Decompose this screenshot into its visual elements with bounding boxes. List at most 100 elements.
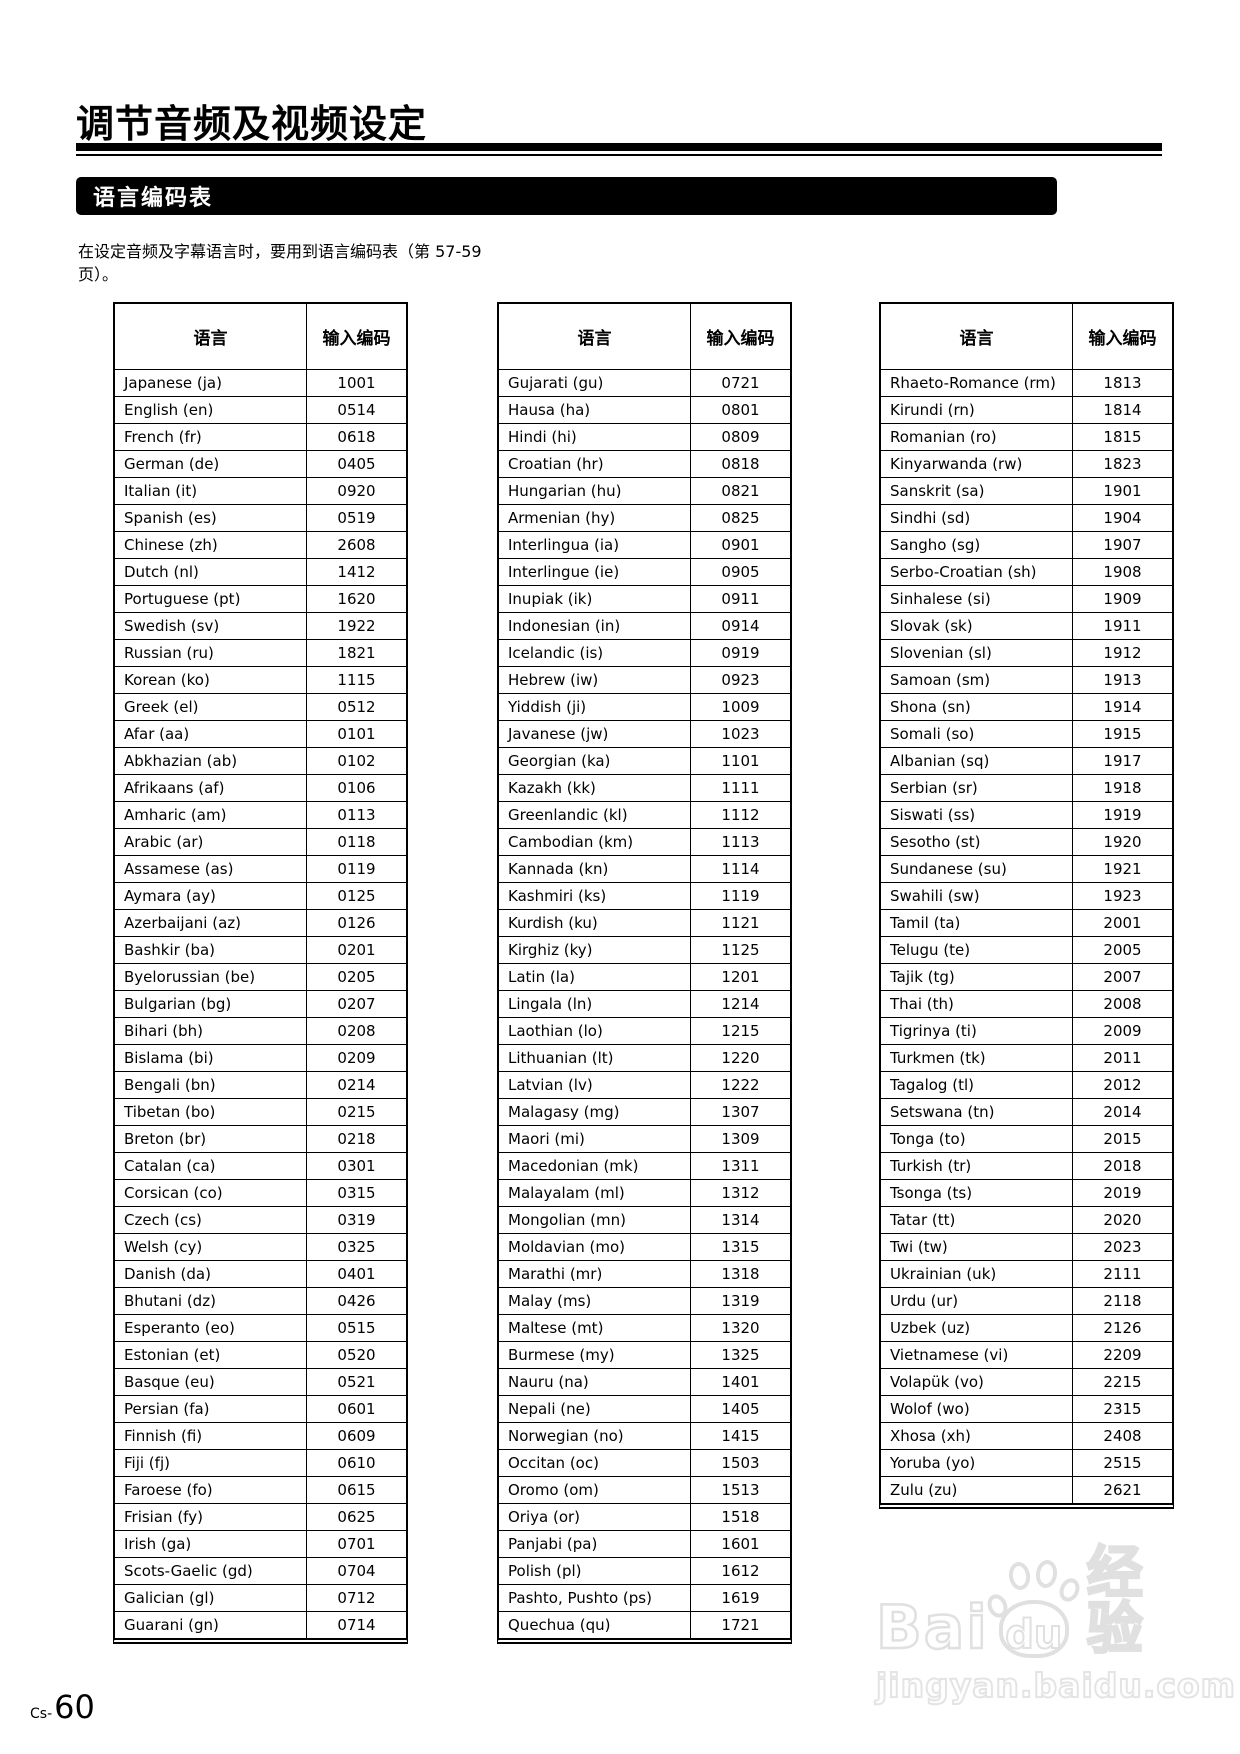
code-cell: 0119 [307, 856, 406, 883]
code-cell: 0615 [307, 1477, 406, 1504]
table-row: Thai (th) 2008 [881, 991, 1172, 1018]
table-row: Gujarati (gu) 0721 [499, 370, 790, 397]
table-row: Maori (mi) 1309 [499, 1126, 790, 1153]
code-cell: 2118 [1073, 1288, 1172, 1315]
page-number-prefix: Cs- [30, 1706, 53, 1722]
table-row: Georgian (ka) 1101 [499, 748, 790, 775]
code-cell: 1915 [1073, 721, 1172, 748]
table-row: Serbian (sr) 1918 [881, 775, 1172, 802]
table-row: Malayalam (ml) 1312 [499, 1180, 790, 1207]
code-cell: 0207 [307, 991, 406, 1018]
code-cell: 1121 [691, 910, 790, 937]
language-cell: Pashto, Pushto (ps) [499, 1585, 691, 1612]
code-cell: 1815 [1073, 424, 1172, 451]
language-cell: Polish (pl) [499, 1558, 691, 1585]
language-cell: Latin (la) [499, 964, 691, 991]
table-row: Turkmen (tk) 2011 [881, 1045, 1172, 1072]
language-cell: Yiddish (ji) [499, 694, 691, 721]
paw-toe [1055, 1575, 1083, 1605]
table-row: Aymara (ay) 0125 [115, 883, 406, 910]
paw-toe [1006, 1560, 1032, 1592]
code-cell: 2621 [1103, 1481, 1142, 1499]
language-cell: Kurdish (ku) [499, 910, 691, 937]
code-cell: 2111 [1073, 1261, 1172, 1288]
language-cell: Sinhalese (si) [881, 586, 1073, 613]
language-cell: Kashmiri (ks) [499, 883, 691, 910]
code-cell: 0519 [307, 505, 406, 532]
code-cell: 0520 [307, 1342, 406, 1369]
language-cell: Hungarian (hu) [499, 478, 691, 505]
code-cell: 0426 [307, 1288, 406, 1315]
language-cell: Bihari (bh) [115, 1018, 307, 1045]
code-cell: 0218 [307, 1126, 406, 1153]
language-cell: Arabic (ar) [115, 829, 307, 856]
table-row: Hebrew (iw) 0923 [499, 667, 790, 694]
code-cell: 1307 [691, 1099, 790, 1126]
code-cell: 1909 [1073, 586, 1172, 613]
code-cell: 0610 [307, 1450, 406, 1477]
language-cell: Quechua (qu) [499, 1612, 691, 1638]
code-cell: 1405 [691, 1396, 790, 1423]
language-cell: Turkish (tr) [881, 1153, 1073, 1180]
code-cell: 0209 [307, 1045, 406, 1072]
language-cell: Basque (eu) [115, 1369, 307, 1396]
language-cell: Latvian (lv) [499, 1072, 691, 1099]
table-row: Greenlandic (kl) 1112 [499, 802, 790, 829]
table-row: Slovenian (sl) 1912 [881, 640, 1172, 667]
table-row: Greek (el) 0512 [115, 694, 406, 721]
code-cell: 1913 [1073, 667, 1172, 694]
table-row: Sangho (sg) 1907 [881, 532, 1172, 559]
table-row: Japanese (ja) 1001 [115, 370, 406, 397]
table-row: Shona (sn) 1914 [881, 694, 1172, 721]
code-cell: 1912 [1073, 640, 1172, 667]
language-cell: Zulu (zu) [881, 1477, 1073, 1503]
page-number-value: 60 [54, 1688, 95, 1726]
table-row: Galician (gl) 0712 [115, 1585, 406, 1612]
code-cell: 1721 [721, 1616, 760, 1634]
table-header-row: 语言 输入编码 [499, 304, 790, 370]
language-cell: Shona (sn) [881, 694, 1073, 721]
language-cell: Bhutani (dz) [115, 1288, 307, 1315]
table-row: Maltese (mt) 1320 [499, 1315, 790, 1342]
language-cell: Corsican (co) [115, 1180, 307, 1207]
language-cell: Hindi (hi) [499, 424, 691, 451]
table-row: Azerbaijani (az) 0126 [115, 910, 406, 937]
language-cell: Faroese (fo) [115, 1477, 307, 1504]
language-cell: Sesotho (st) [881, 829, 1073, 856]
table-row: Sundanese (su) 1921 [881, 856, 1172, 883]
table-row: English (en) 0514 [115, 397, 406, 424]
table-row: Wolof (wo) 2315 [881, 1396, 1172, 1423]
code-cell: 0514 [307, 397, 406, 424]
code-cell: 1319 [691, 1288, 790, 1315]
table-row: Serbo-Croatian (sh) 1908 [881, 559, 1172, 586]
baidu-logo-bai-text: Bai [875, 1593, 989, 1663]
code-cell: 1113 [691, 829, 790, 856]
table-row: Russian (ru) 1821 [115, 640, 406, 667]
table-row: Esperanto (eo) 0515 [115, 1315, 406, 1342]
code-cell: 0515 [307, 1315, 406, 1342]
table-row: Vietnamese (vi) 2209 [881, 1342, 1172, 1369]
code-cell: 1111 [691, 775, 790, 802]
language-cell: Amharic (am) [115, 802, 307, 829]
language-cell: Esperanto (eo) [115, 1315, 307, 1342]
table-row: Tsonga (ts) 2019 [881, 1180, 1172, 1207]
language-cell: Malayalam (ml) [499, 1180, 691, 1207]
language-cell: Slovak (sk) [881, 613, 1073, 640]
language-cell: Icelandic (is) [499, 640, 691, 667]
language-cell: Setswana (tn) [881, 1099, 1073, 1126]
language-cell: Aymara (ay) [115, 883, 307, 910]
language-cell: Chinese (zh) [115, 532, 307, 559]
table-row: Turkish (tr) 2018 [881, 1153, 1172, 1180]
table-row: Finnish (fi) 0609 [115, 1423, 406, 1450]
table-row: Lingala (ln) 1214 [499, 991, 790, 1018]
intro-line-1: 在设定音频及字幕语言时，要用到语言编码表（第 57-59 [78, 242, 482, 261]
table-header-code: 输入编码 [307, 304, 406, 370]
table-row: Frisian (fy) 0625 [115, 1504, 406, 1531]
code-cell: 1314 [691, 1207, 790, 1234]
baidu-logo: Bai du 经验 [875, 1544, 1206, 1663]
code-cell: 1215 [691, 1018, 790, 1045]
language-cell: Occitan (oc) [499, 1450, 691, 1477]
code-cell: 1918 [1073, 775, 1172, 802]
table-row: Dutch (nl) 1412 [115, 559, 406, 586]
